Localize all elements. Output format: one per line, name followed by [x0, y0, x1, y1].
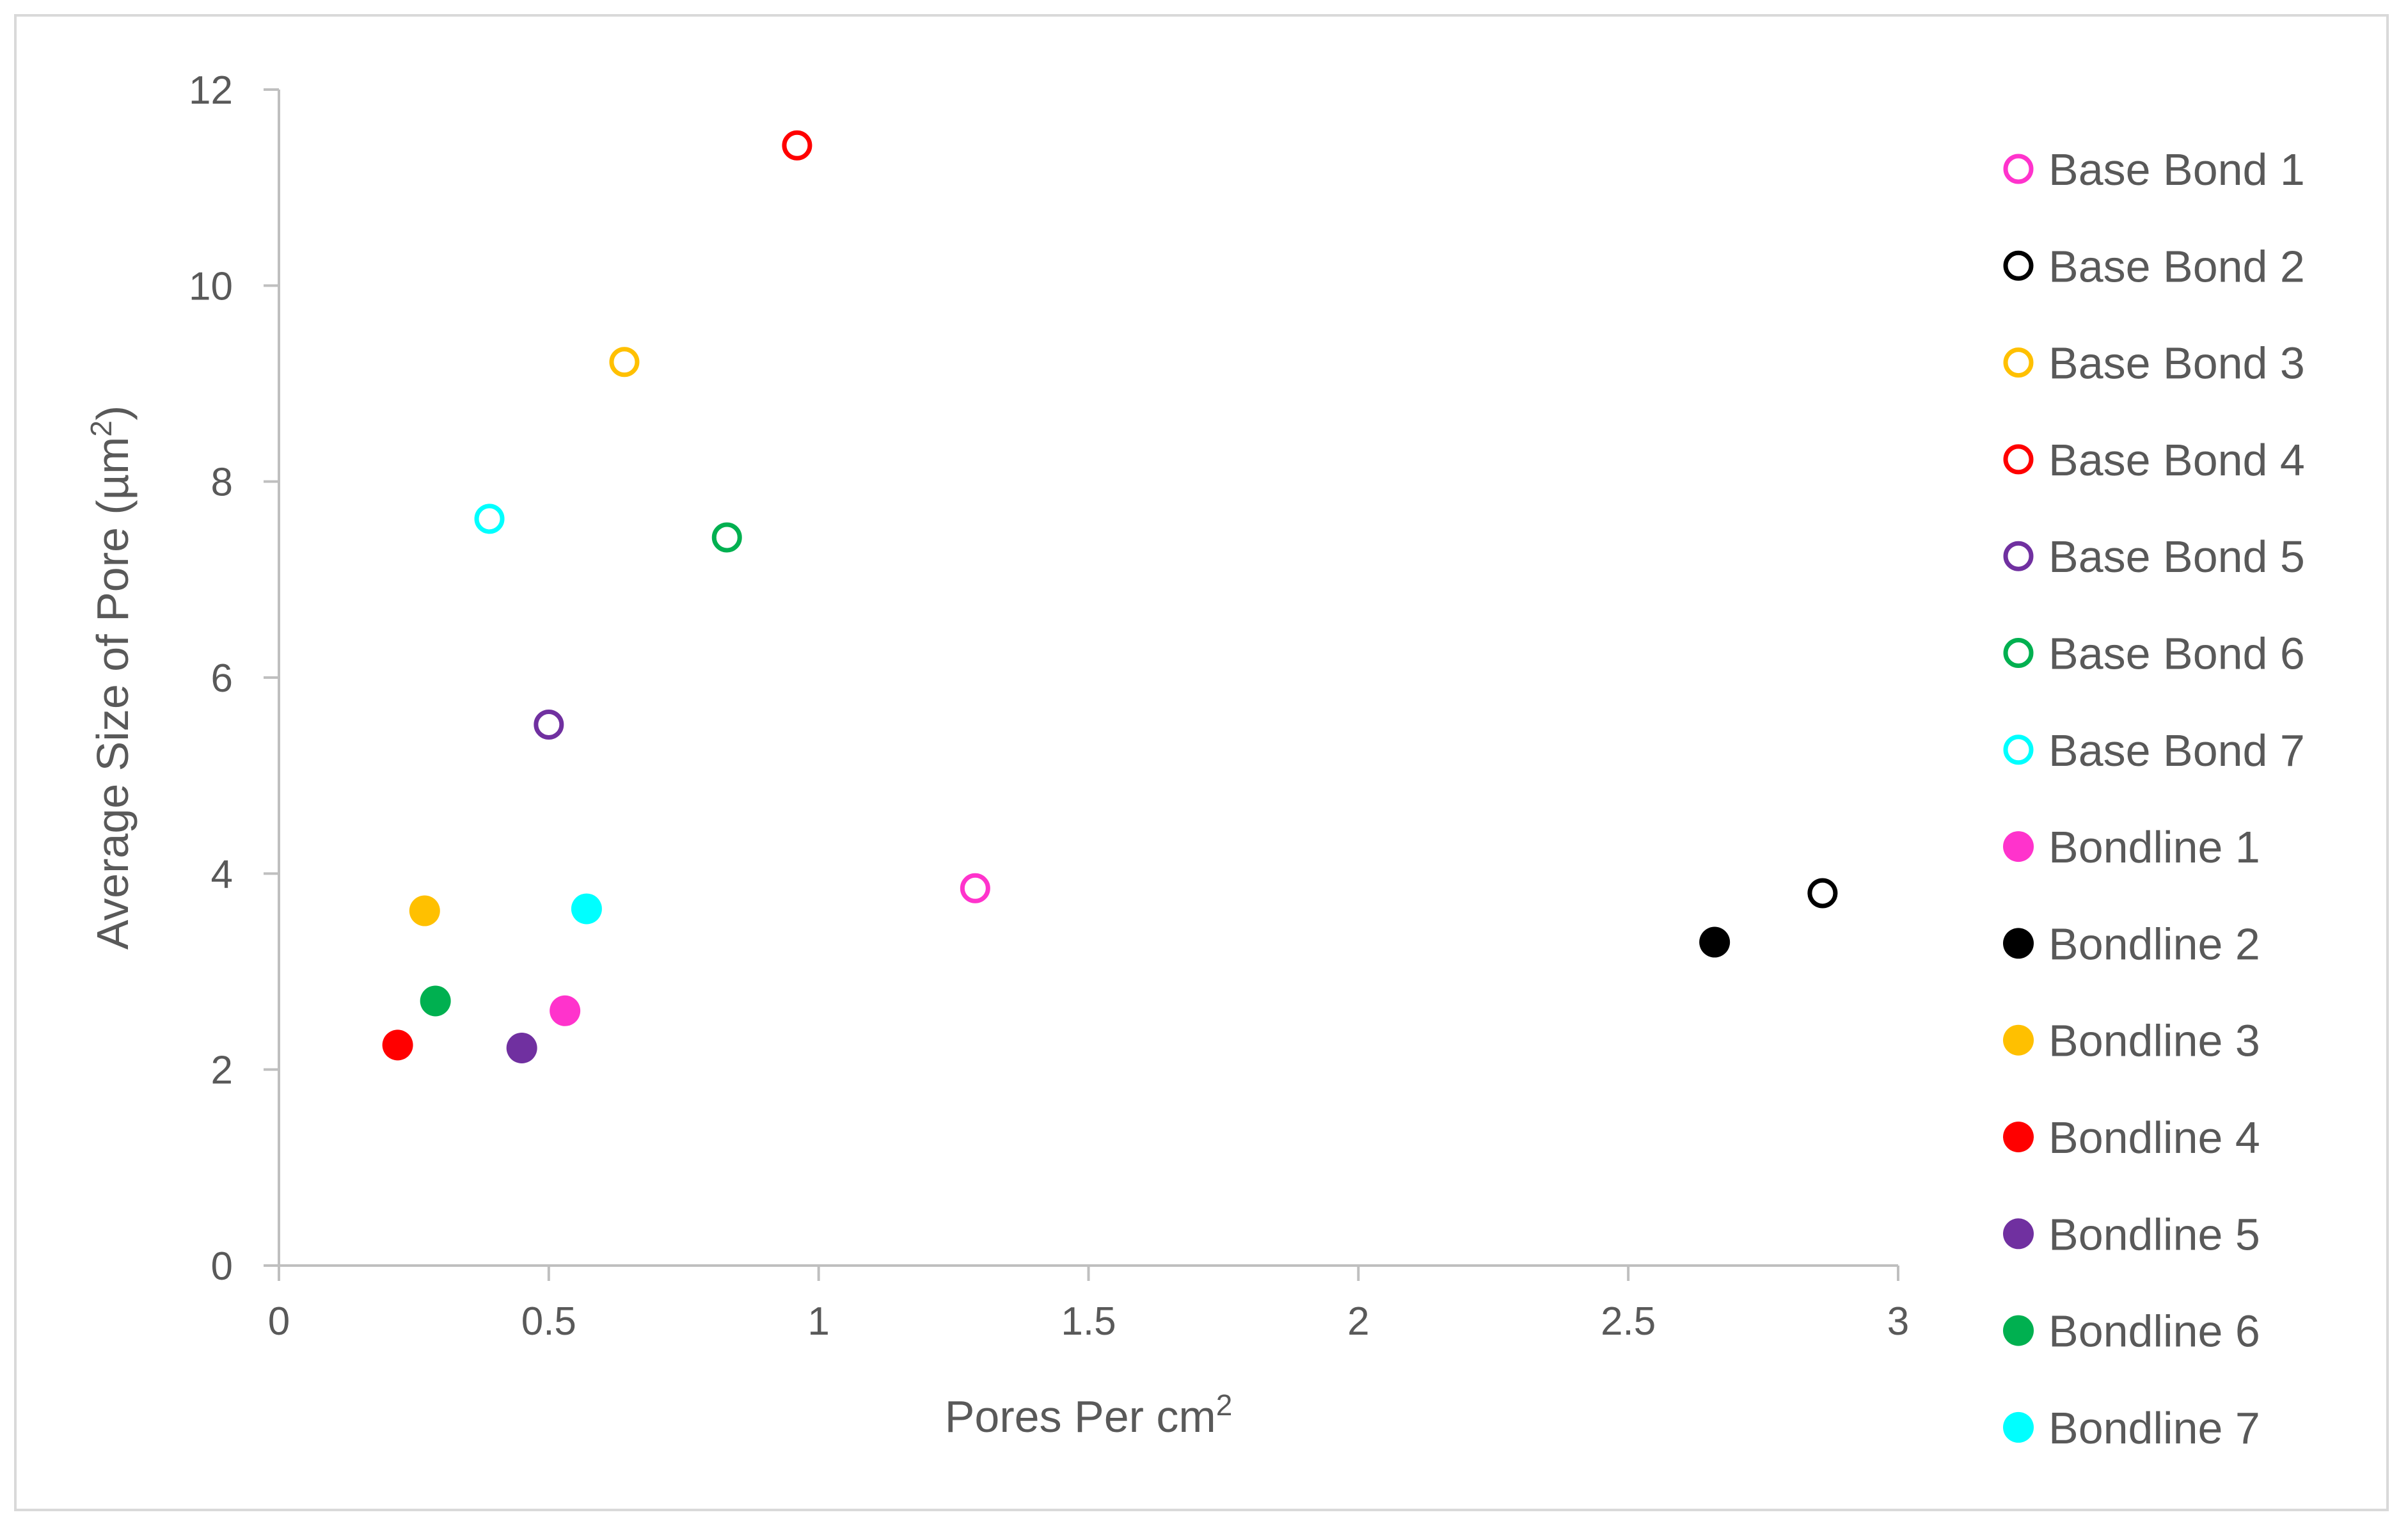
x-tick-label: 0.5	[521, 1299, 576, 1344]
legend-marker-base-bond-6	[2003, 638, 2034, 668]
legend-label-base-bond-1: Base Bond 1	[2048, 145, 2305, 195]
data-point-bondline-2	[1699, 926, 1731, 958]
legend: Base Bond 1 Base Bond 2 Base Bond 3 Base Bo…	[2003, 145, 2305, 1453]
x-axis-title-text: Pores Per cm	[945, 1392, 1216, 1442]
y-tick-label: 12	[189, 68, 233, 113]
legend-label-bondline-2: Bondline 2	[2048, 919, 2260, 969]
y-tick-label: 4	[211, 852, 233, 896]
legend-marker-base-bond-4	[2003, 444, 2034, 475]
x-axis-title: Pores Per cm2	[945, 1388, 1233, 1442]
x-ticks: 0 0.5 1 1.5 2 2.5 3	[268, 1266, 1909, 1344]
x-tick-label: 2.5	[1601, 1299, 1656, 1344]
data-point-base-bond-5	[534, 710, 564, 740]
y-tick-label: 8	[211, 461, 233, 505]
legend-marker-base-bond-1	[2003, 154, 2034, 184]
legend-label-bondline-1: Bondline 1	[2048, 822, 2260, 872]
x-tick-label: 2	[1347, 1299, 1369, 1344]
data-point-base-bond-4	[782, 130, 812, 161]
data-point-bondline-5	[506, 1032, 537, 1063]
y-tick-label: 6	[211, 656, 233, 701]
legend-marker-base-bond-5	[2003, 541, 2034, 571]
y-tick-label: 2	[211, 1049, 233, 1093]
legend-marker-bondline-3	[2003, 1024, 2034, 1056]
y-axis-title-superscript: 2	[84, 420, 118, 437]
y-ticks: 0 2 4 6 8 10 12	[189, 68, 279, 1289]
axes	[278, 90, 1898, 1267]
legend-label-bondline-7: Bondline 7	[2048, 1403, 2260, 1453]
legend-label-bondline-3: Bondline 3	[2048, 1016, 2260, 1066]
data-point-bondline-1	[550, 995, 581, 1026]
legend-label-base-bond-7: Base Bond 7	[2048, 726, 2305, 775]
y-axis-title-text: Average Size of Pore (µm	[88, 437, 138, 950]
y-tick-label: 10	[189, 264, 233, 308]
data-point-bondline-3	[409, 895, 440, 926]
legend-label-base-bond-2: Base Bond 2	[2048, 241, 2305, 291]
legend-label-base-bond-3: Base Bond 3	[2048, 338, 2305, 388]
legend-label-base-bond-6: Base Bond 6	[2048, 629, 2305, 679]
x-tick-label: 1	[807, 1299, 829, 1344]
legend-marker-base-bond-2	[2003, 250, 2034, 281]
data-point-base-bond-2	[1807, 878, 1838, 909]
y-axis-title-suffix: )	[88, 406, 138, 420]
legend-marker-bondline-5	[2003, 1218, 2034, 1250]
legend-marker-bondline-6	[2003, 1315, 2034, 1346]
x-tick-label: 3	[1887, 1299, 1909, 1344]
legend-marker-bondline-4	[2003, 1122, 2034, 1152]
data-point-base-bond-1	[960, 873, 990, 903]
data-point-bondline-4	[382, 1029, 413, 1061]
y-axis-title: Average Size of Pore (µm2)	[84, 406, 138, 950]
x-tick-label: 1.5	[1061, 1299, 1116, 1344]
legend-label-bondline-6: Bondline 6	[2048, 1307, 2260, 1356]
legend-marker-bondline-7	[2003, 1411, 2034, 1443]
data-point-base-bond-3	[609, 347, 640, 377]
data-point-base-bond-6	[711, 522, 742, 553]
legend-label-base-bond-5: Base Bond 5	[2048, 532, 2305, 582]
legend-label-bondline-5: Bondline 5	[2048, 1209, 2260, 1259]
y-tick-label: 0	[211, 1244, 233, 1289]
legend-marker-bondline-1	[2003, 831, 2034, 862]
data-point-bondline-6	[420, 985, 451, 1017]
data-points	[382, 130, 1838, 1063]
data-point-bondline-7	[571, 893, 602, 925]
legend-marker-bondline-2	[2003, 928, 2034, 959]
legend-marker-base-bond-7	[2003, 735, 2034, 765]
legend-marker-base-bond-3	[2003, 347, 2034, 378]
data-point-base-bond-7	[474, 504, 505, 534]
x-tick-label: 0	[268, 1299, 290, 1344]
chart-frame	[14, 14, 2389, 1511]
legend-label-bondline-4: Bondline 4	[2048, 1113, 2260, 1163]
legend-label-base-bond-4: Base Bond 4	[2048, 435, 2305, 485]
x-axis-title-superscript: 2	[1216, 1388, 1233, 1422]
